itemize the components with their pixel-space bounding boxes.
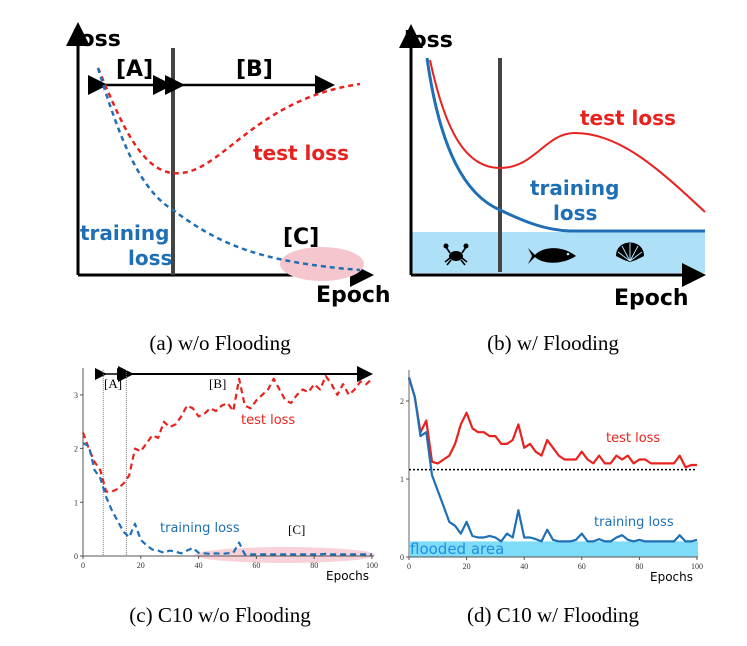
caption-a: (a) w/o Flooding [149, 331, 291, 355]
crab-icon [443, 243, 469, 266]
x-tick-label: 60 [578, 562, 586, 571]
x-axis-label: Epoch [316, 283, 391, 308]
y-tick-label: 0 [74, 552, 78, 561]
test-loss-line [81, 375, 373, 493]
shell-icon [616, 242, 644, 262]
region-c-label: [C] [288, 522, 305, 537]
training-loss-line [407, 377, 698, 543]
caption-c: (c) C10 w/o Flooding [129, 603, 311, 627]
region-c-highlight [280, 247, 364, 281]
panel-d: flooded area test loss training loss Epo… [400, 370, 703, 627]
region-a-label: [A] [116, 57, 153, 82]
test-loss-label: test loss [253, 141, 349, 165]
test-loss-line [407, 377, 697, 469]
training-loss-line [82, 442, 372, 556]
flooded-area [410, 541, 698, 557]
training-loss-curve [96, 67, 361, 272]
test-loss-label: test loss [580, 106, 676, 130]
y-tick-label: 0 [400, 553, 404, 562]
y-axis-label: loss [72, 27, 121, 52]
training-loss-label-2: loss [553, 201, 597, 225]
fish-icon [528, 248, 576, 264]
training-loss-label-1: training [530, 176, 619, 200]
test-loss-label: test loss [606, 431, 660, 446]
x-tick-label: 0 [81, 561, 85, 570]
training-loss-label-1: training [80, 221, 169, 245]
caption-d: (d) C10 w/ Flooding [467, 603, 640, 627]
panel-c: [A] [B] [C] test loss training loss Epoc… [74, 366, 378, 627]
x-tick-label: 40 [195, 561, 203, 570]
x-tick-label: 20 [463, 562, 471, 571]
training-loss-label: training loss [594, 515, 674, 530]
flooded-area-label: flooded area [410, 540, 504, 558]
region-c-label: [C] [283, 225, 319, 250]
x-tick-label: 40 [520, 562, 528, 571]
region-b-label: [B] [209, 376, 226, 391]
x-axis-label: Epochs [650, 570, 693, 584]
training-loss-curve [425, 57, 705, 233]
y-tick-label: 2 [74, 445, 78, 454]
y-axis-label: loss [404, 28, 453, 53]
test-loss-label: test loss [241, 413, 295, 428]
region-a-label: [A] [104, 376, 122, 391]
test-loss-curve [429, 59, 706, 213]
x-axis-label: Epoch [614, 286, 689, 311]
y-tick-label: 1 [400, 475, 404, 484]
test-loss-curve [96, 67, 361, 175]
training-loss-label: training loss [160, 521, 240, 536]
training-loss-label-2: loss [128, 246, 172, 270]
caption-b: (b) w/ Flooding [487, 331, 619, 355]
y-tick-label: 3 [74, 391, 78, 400]
x-tick-label: 100 [366, 561, 378, 570]
x-tick-label: 0 [407, 562, 411, 571]
region-b-label: [B] [236, 57, 273, 82]
panel-a: loss Epoch [A] [B] [C] test loss trainin… [66, 22, 391, 355]
y-tick-label: 2 [400, 397, 404, 406]
x-tick-label: 20 [137, 561, 145, 570]
x-tick-label: 100 [691, 562, 703, 571]
x-tick-label: 80 [310, 561, 318, 570]
x-tick-label: 60 [252, 561, 260, 570]
x-tick-label: 80 [635, 562, 643, 571]
x-axis-label: Epochs [326, 569, 369, 583]
panel-b: loss Epoch test loss training loss (b) w… [399, 24, 706, 355]
y-tick-label: 1 [74, 498, 78, 507]
